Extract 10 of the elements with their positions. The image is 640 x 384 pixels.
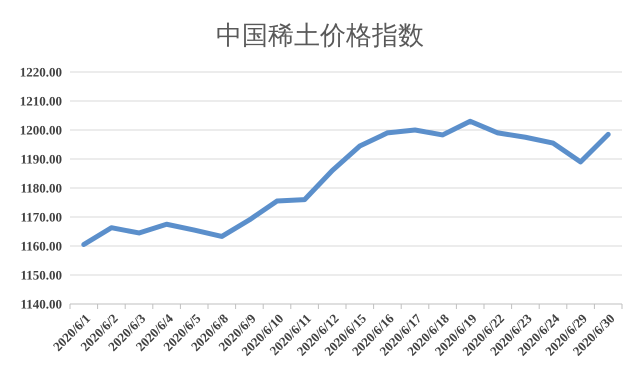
y-tick-label: 1200.00	[20, 122, 62, 138]
y-tick-label: 1180.00	[20, 180, 62, 196]
y-tick-label: 1210.00	[20, 94, 62, 109]
chart-title: 中国稀土价格指数	[216, 21, 424, 51]
y-tick-label: 1190.00	[20, 152, 62, 167]
y-tick-label: 1160.00	[20, 238, 62, 254]
y-tick-label: 1140.00	[20, 296, 62, 312]
y-tick-label: 1150.00	[20, 268, 62, 283]
y-tick-label: 1170.00	[20, 210, 62, 225]
y-tick-label: 1220.00	[20, 64, 62, 80]
